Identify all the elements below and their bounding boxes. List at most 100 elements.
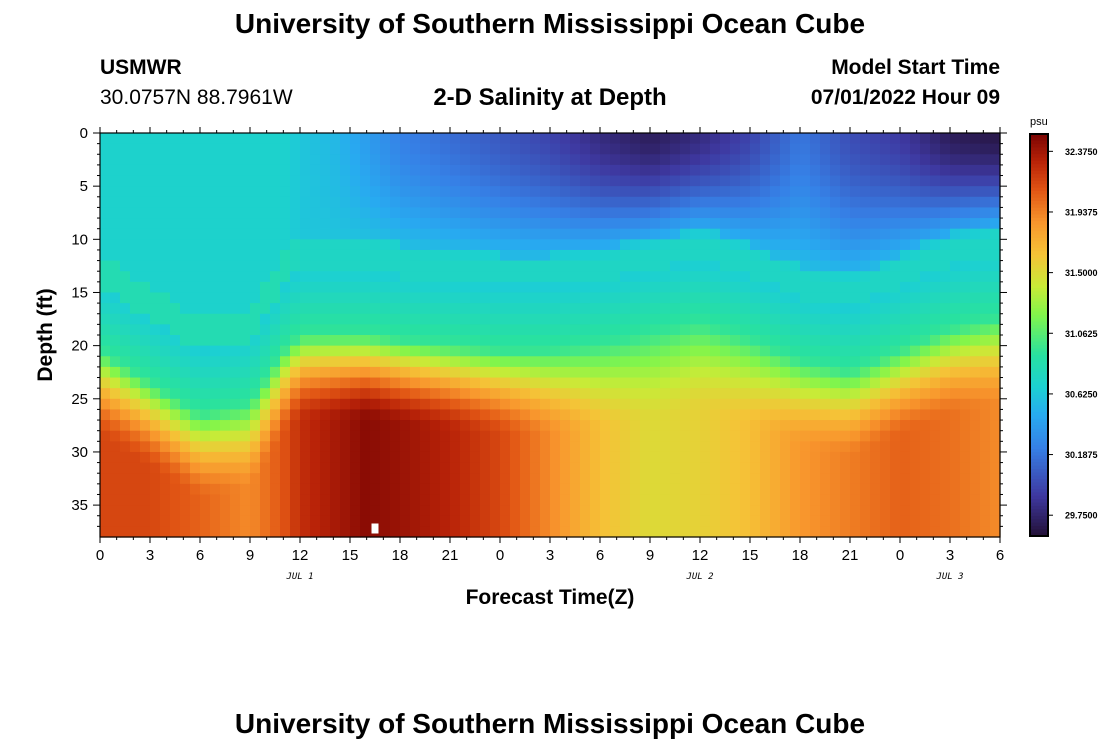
heatmap-cell <box>500 473 511 485</box>
heatmap-cell <box>110 409 121 421</box>
heatmap-cell <box>820 505 831 517</box>
heatmap-cell <box>870 324 881 336</box>
heatmap-cell <box>590 239 601 251</box>
heatmap-cell <box>290 462 301 474</box>
heatmap-cell <box>790 239 801 251</box>
heatmap-cell <box>680 228 691 240</box>
heatmap-cell <box>910 324 921 336</box>
colorbar-segment <box>1030 278 1048 282</box>
heatmap-cell <box>680 186 691 198</box>
colorbar-segment <box>1030 184 1048 189</box>
heatmap-cell <box>550 249 561 262</box>
heatmap-cell <box>660 186 671 198</box>
heatmap-cell <box>700 494 711 506</box>
heatmap-cell <box>560 324 571 336</box>
heatmap-cell <box>840 398 851 411</box>
heatmap-cell <box>190 505 201 517</box>
heatmap-cell <box>870 175 881 187</box>
heatmap-cell <box>390 154 401 166</box>
heatmap-cell <box>180 483 191 496</box>
heatmap-cell <box>960 494 971 506</box>
heatmap-cell <box>120 239 131 251</box>
heatmap-cell <box>290 164 301 177</box>
heatmap-cell <box>850 430 861 442</box>
heatmap-cell <box>400 313 411 325</box>
heatmap-cell <box>790 249 801 262</box>
heatmap-cell <box>660 483 671 496</box>
heatmap-cell <box>370 335 381 347</box>
heatmap-cell <box>480 441 491 453</box>
heatmap-cell <box>530 398 541 411</box>
colorbar-segment <box>1030 214 1048 219</box>
heatmap-cell <box>160 335 171 347</box>
heatmap-cell <box>260 303 271 315</box>
heatmap-cell <box>450 324 461 336</box>
heatmap-cell <box>600 196 611 209</box>
heatmap-cell <box>160 324 171 336</box>
heatmap-cell <box>190 526 201 538</box>
heatmap-cell <box>840 324 851 336</box>
heatmap-cell <box>730 313 741 325</box>
heatmap-cell <box>620 133 631 145</box>
heatmap-cell <box>680 409 691 421</box>
heatmap-cell <box>750 515 761 527</box>
heatmap-cell <box>540 494 551 506</box>
heatmap-cell <box>820 303 831 315</box>
heatmap-cell <box>900 133 911 145</box>
heatmap-cell <box>990 430 1001 442</box>
heatmap-cell <box>520 281 531 294</box>
heatmap-cell <box>500 143 511 155</box>
heatmap-cell <box>570 483 581 496</box>
heatmap-cell <box>370 260 381 272</box>
heatmap-cell <box>810 218 821 230</box>
heatmap-cell <box>850 313 861 325</box>
heatmap-cell <box>440 451 451 464</box>
heatmap-cell <box>670 505 681 517</box>
heatmap-cell <box>910 441 921 453</box>
heatmap-cell <box>540 164 551 177</box>
heatmap-cell <box>310 473 321 485</box>
heatmap-cell <box>870 292 881 304</box>
heatmap-cell <box>230 388 241 400</box>
heatmap-cell <box>600 218 611 230</box>
heatmap-cell <box>180 292 191 304</box>
heatmap-cell <box>980 515 991 527</box>
heatmap-cell <box>160 271 171 283</box>
heatmap-cell <box>440 526 451 538</box>
heatmap-cell <box>790 441 801 453</box>
heatmap-cell <box>330 196 341 209</box>
heatmap-cell <box>430 324 441 336</box>
heatmap-cell <box>760 451 771 464</box>
heatmap-cell <box>110 430 121 442</box>
heatmap-cell <box>380 324 391 336</box>
heatmap-cell <box>570 494 581 506</box>
heatmap-cell <box>680 515 691 527</box>
heatmap-cell <box>980 154 991 166</box>
heatmap-cell <box>690 398 701 411</box>
heatmap-cell <box>750 398 761 411</box>
heatmap-cell <box>720 409 731 421</box>
heatmap-cell <box>320 335 331 347</box>
heatmap-cell <box>990 441 1001 453</box>
heatmap-cell <box>140 494 151 506</box>
heatmap-cell <box>800 143 811 155</box>
heatmap-cell <box>900 409 911 421</box>
colorbar-tick-label: 31.9375 <box>1065 207 1098 217</box>
heatmap-cell <box>630 154 641 166</box>
heatmap-cell <box>490 462 501 474</box>
heatmap-cell <box>520 430 531 442</box>
heatmap-cell <box>290 398 301 411</box>
heatmap-cell <box>650 292 661 304</box>
heatmap-cell <box>480 335 491 347</box>
heatmap-cell <box>510 483 521 496</box>
heatmap-cell <box>850 186 861 198</box>
heatmap-cell <box>250 207 261 219</box>
heatmap-cell <box>790 335 801 347</box>
heatmap-cell <box>580 515 591 527</box>
heatmap-cell <box>310 494 321 506</box>
heatmap-cell <box>770 218 781 230</box>
heatmap-cell <box>600 303 611 315</box>
heatmap-cell <box>890 249 901 262</box>
heatmap-cell <box>890 409 901 421</box>
heatmap-cell <box>970 196 981 209</box>
